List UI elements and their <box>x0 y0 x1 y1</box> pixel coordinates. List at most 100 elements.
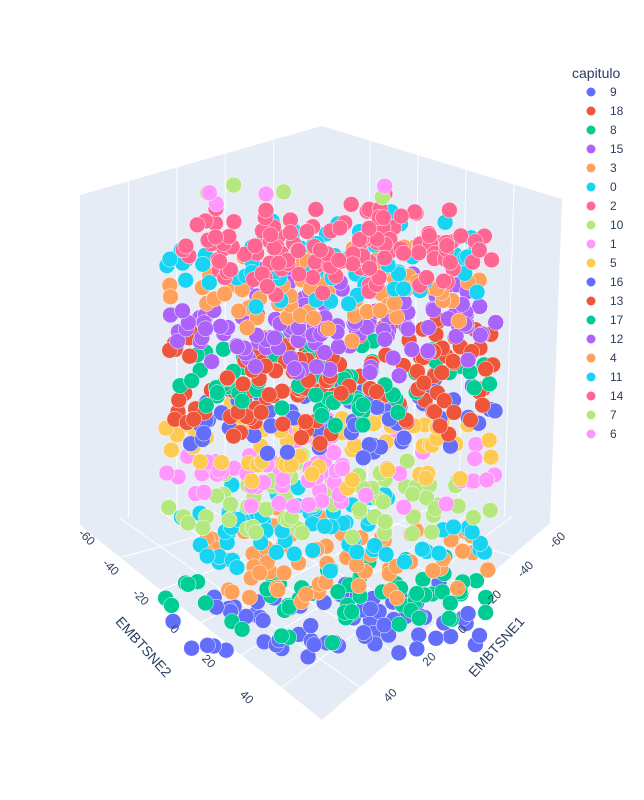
data-point <box>420 319 437 336</box>
legend-marker <box>586 125 596 135</box>
legend-label: 18 <box>610 104 624 118</box>
legend-item-3[interactable]: 3 <box>586 161 618 175</box>
legend-item-5[interactable]: 5 <box>586 256 618 270</box>
data-point <box>344 255 361 273</box>
data-point <box>233 621 251 638</box>
data-point <box>274 471 292 488</box>
data-point <box>313 407 331 424</box>
legend-marker <box>586 334 596 344</box>
data-point <box>435 272 452 290</box>
data-point <box>243 472 261 490</box>
data-point <box>213 454 230 471</box>
data-point <box>343 603 360 620</box>
data-point <box>384 349 402 367</box>
data-point <box>361 364 379 381</box>
data-point <box>201 274 218 291</box>
data-point <box>459 351 477 369</box>
data-point <box>398 452 416 470</box>
data-point <box>449 580 466 597</box>
legend-label: 3 <box>610 161 617 175</box>
legend-item-17[interactable]: 17 <box>586 313 624 327</box>
data-point <box>350 577 368 595</box>
data-point <box>322 562 339 580</box>
data-point <box>360 220 378 237</box>
legend-item-1[interactable]: 1 <box>586 237 618 251</box>
data-point <box>351 231 368 248</box>
data-point <box>308 358 325 376</box>
data-point <box>211 253 228 270</box>
data-point <box>177 237 195 255</box>
data-point <box>386 294 403 312</box>
data-point <box>219 369 236 387</box>
data-point <box>307 386 325 404</box>
data-point <box>161 250 179 268</box>
legend-label: 13 <box>610 294 624 308</box>
data-point <box>290 242 307 259</box>
data-point <box>257 185 275 203</box>
data-point <box>230 302 247 320</box>
gridline <box>503 184 515 516</box>
legend-item-11[interactable]: 11 <box>586 370 623 384</box>
data-point <box>216 285 233 303</box>
data-point <box>222 495 239 513</box>
legend-item-6[interactable]: 6 <box>586 427 618 441</box>
data-point <box>403 341 421 358</box>
data-point <box>185 411 202 428</box>
data-point <box>311 435 329 452</box>
data-point <box>374 493 392 511</box>
legend-marker <box>586 239 596 249</box>
legend-item-12[interactable]: 12 <box>586 332 624 346</box>
legend-item-18[interactable]: 18 <box>586 104 624 118</box>
legend-item-16[interactable]: 16 <box>586 275 624 289</box>
data-point <box>468 283 486 301</box>
legend-label: 15 <box>610 142 624 156</box>
legend-item-4[interactable]: 4 <box>586 351 618 365</box>
data-point <box>471 627 488 644</box>
data-point <box>329 583 347 600</box>
data-point <box>441 201 458 219</box>
data-point <box>410 244 428 261</box>
data-point <box>480 431 498 449</box>
legend-item-13[interactable]: 13 <box>586 294 624 308</box>
legend-item-10[interactable]: 10 <box>586 218 624 232</box>
data-point <box>392 207 410 225</box>
data-point <box>198 547 216 565</box>
data-point <box>285 497 302 515</box>
series-2 <box>189 185 500 302</box>
legend-item-14[interactable]: 14 <box>586 389 624 403</box>
data-point <box>223 583 241 601</box>
data-point <box>331 219 349 237</box>
data-point <box>466 450 483 467</box>
data-point <box>163 441 180 459</box>
legend-item-2[interactable]: 2 <box>586 199 618 213</box>
data-point <box>238 319 256 336</box>
legend-item-0[interactable]: 0 <box>586 180 618 194</box>
data-point <box>247 298 265 315</box>
legend-item-9[interactable]: 9 <box>586 85 618 99</box>
legend-item-7[interactable]: 7 <box>586 408 618 422</box>
data-point <box>170 391 188 409</box>
scatter-points <box>157 176 504 666</box>
data-point <box>366 537 383 554</box>
legend-marker <box>586 258 596 268</box>
data-point <box>388 589 406 607</box>
data-point <box>225 176 242 194</box>
data-point <box>163 597 180 614</box>
legend-marker <box>586 87 596 97</box>
data-point <box>445 518 462 536</box>
data-point <box>179 514 197 532</box>
data-point <box>462 411 479 429</box>
data-point <box>174 302 191 320</box>
data-point <box>427 630 445 647</box>
legend-item-15[interactable]: 15 <box>586 142 624 156</box>
legend-item-8[interactable]: 8 <box>586 123 618 137</box>
data-point <box>433 364 450 381</box>
data-point <box>440 610 458 627</box>
data-point <box>361 259 378 277</box>
legend-label: 9 <box>610 85 617 99</box>
data-point <box>209 384 226 401</box>
data-point <box>251 564 268 582</box>
data-point <box>286 360 303 377</box>
